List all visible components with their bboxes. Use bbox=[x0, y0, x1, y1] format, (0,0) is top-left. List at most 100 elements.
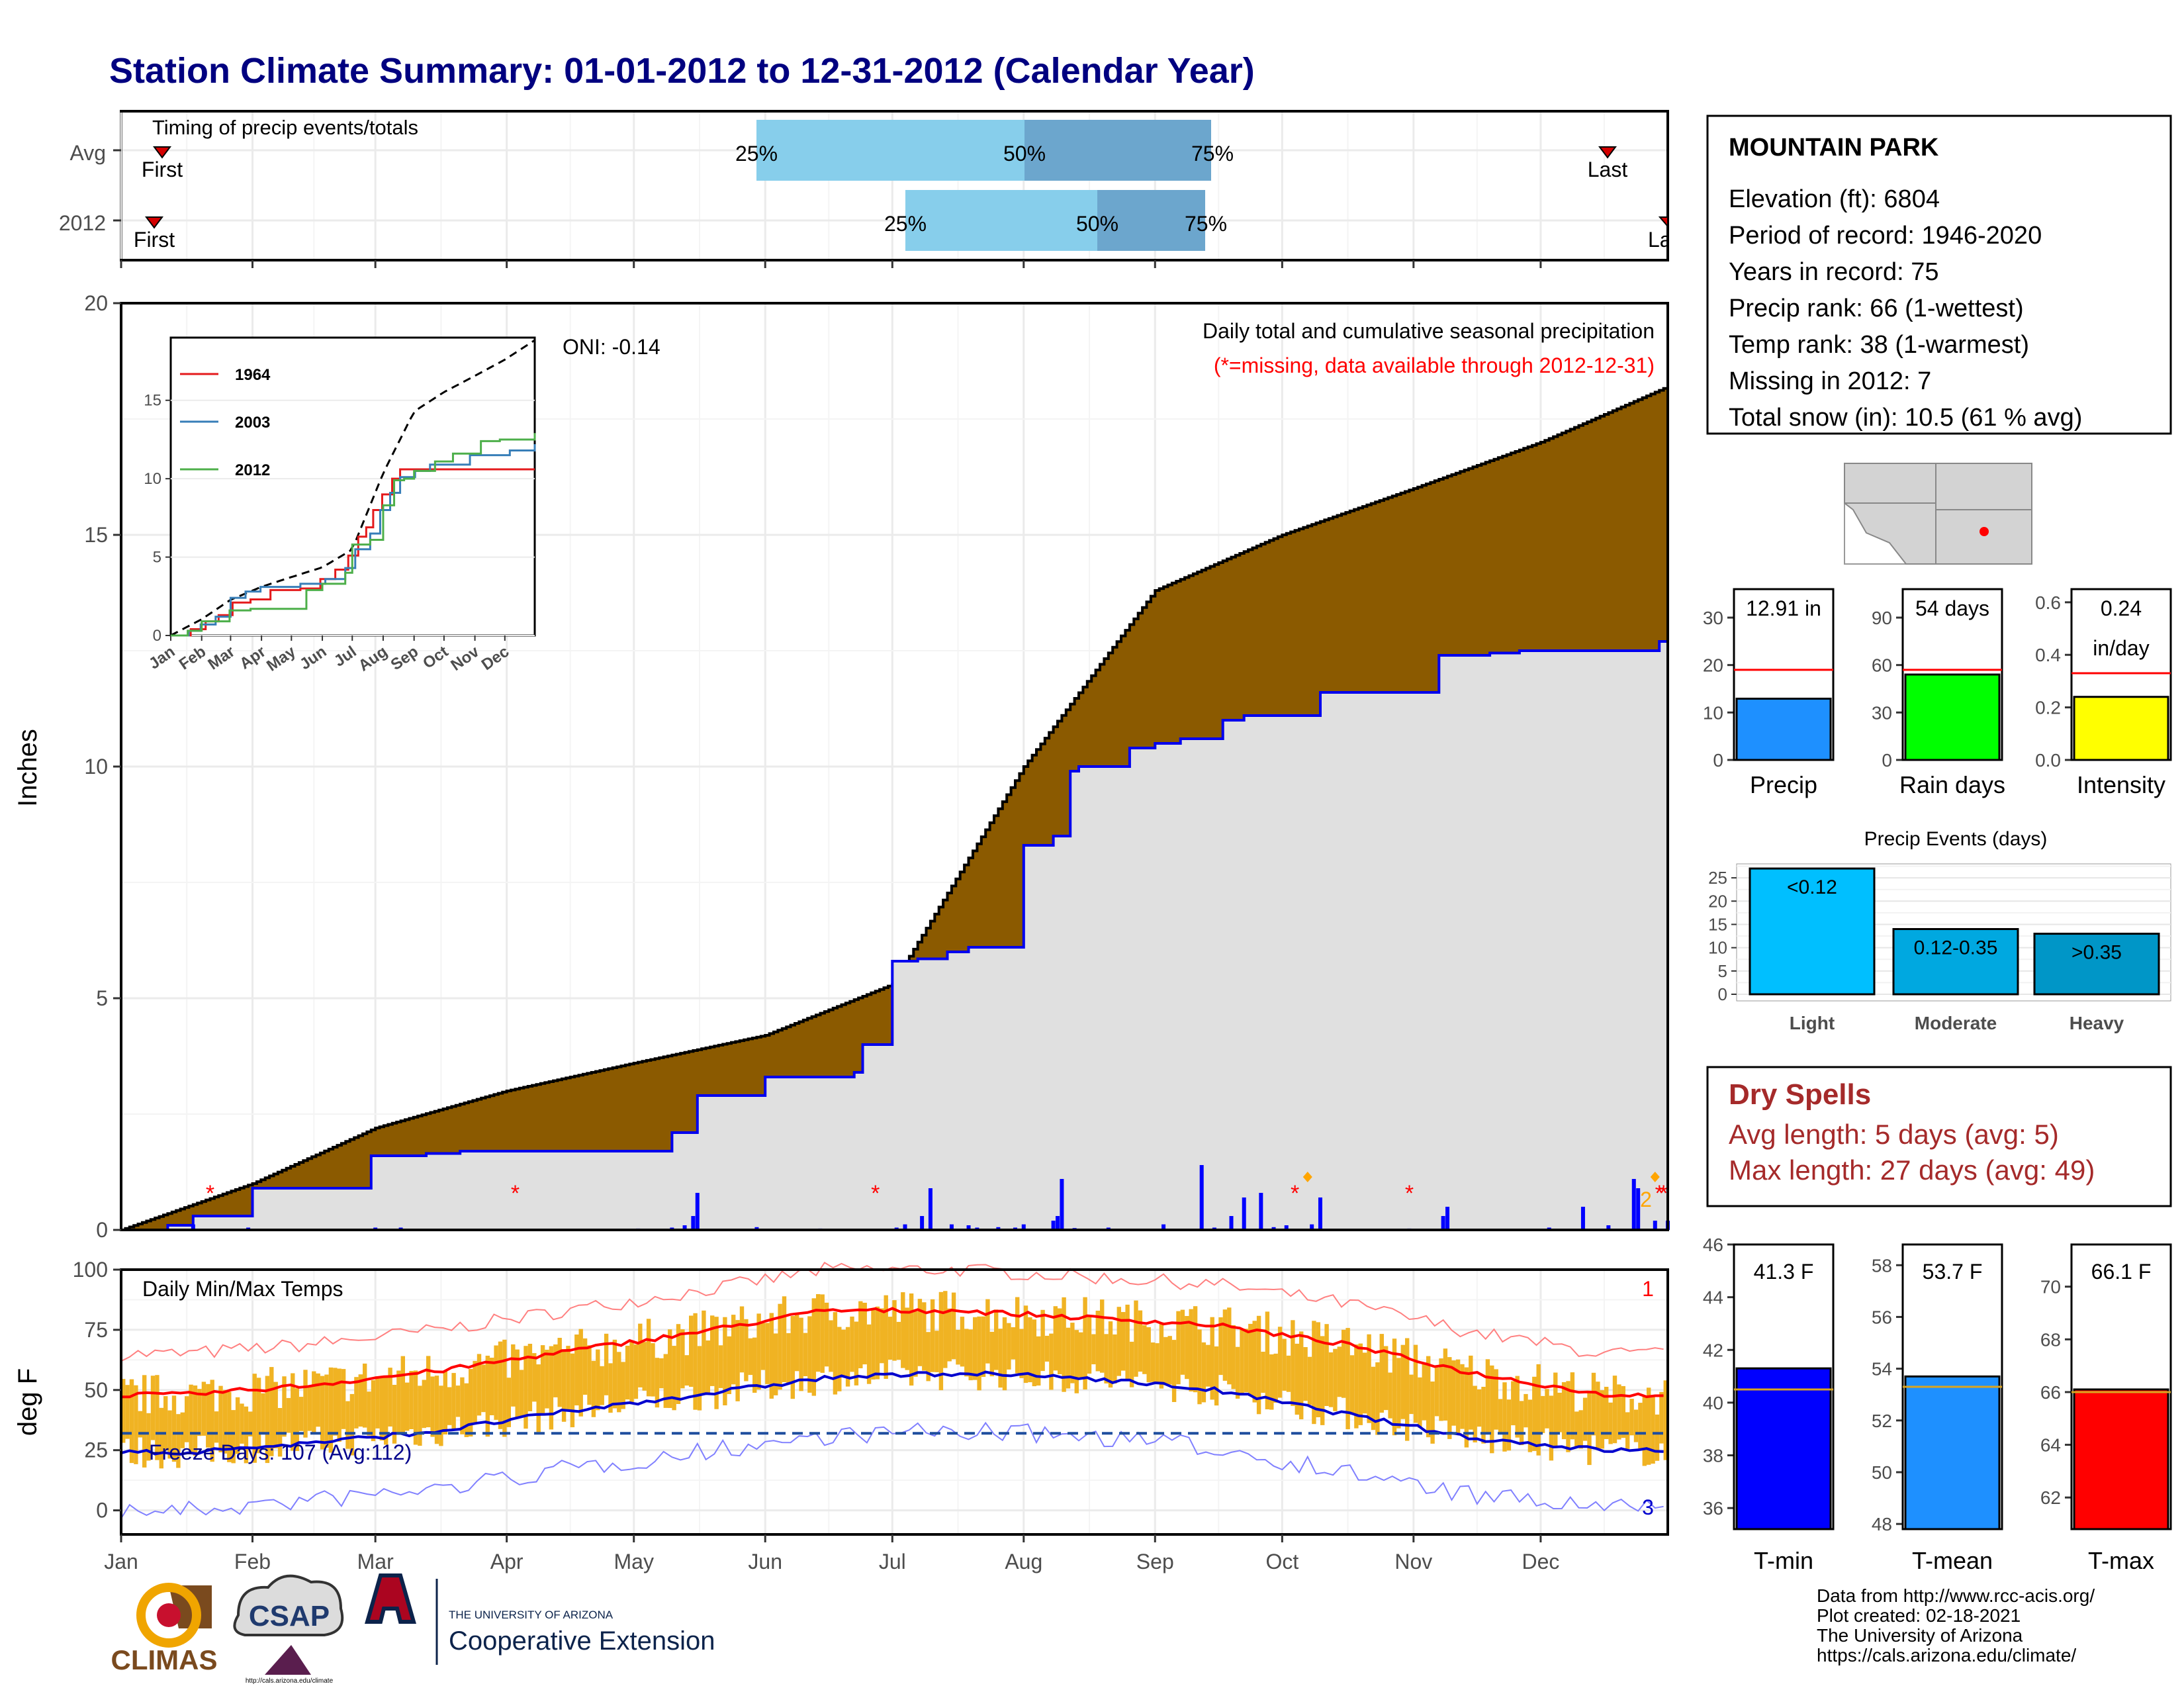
daily-temp-bar bbox=[295, 1388, 299, 1451]
daily-temp-bar bbox=[167, 1410, 172, 1459]
temp-y-tick: 0 bbox=[96, 1499, 108, 1523]
daily-temp-bar bbox=[1256, 1315, 1261, 1415]
dry-spells-title: Dry Spells bbox=[1729, 1078, 1871, 1111]
daily-temp-bar bbox=[1171, 1340, 1177, 1402]
daily-temp-bar bbox=[218, 1385, 223, 1452]
station-info-line: Elevation (ft): 6804 bbox=[1729, 185, 1940, 213]
mini-bar-y-tick: 60 bbox=[1872, 655, 1892, 676]
daily-temp-bar bbox=[1316, 1322, 1320, 1417]
daily-temp-bar bbox=[689, 1315, 694, 1387]
daily-temp-bar bbox=[913, 1311, 918, 1377]
daily-precip-bar bbox=[1051, 1221, 1056, 1230]
daily-temp-bar bbox=[1104, 1334, 1109, 1383]
daily-temp-bar bbox=[680, 1329, 685, 1389]
daily-temp-bar bbox=[1155, 1343, 1160, 1384]
month-tick-label: Sep bbox=[1136, 1550, 1174, 1573]
daily-temp-bar bbox=[735, 1320, 740, 1401]
daily-temp-bar bbox=[1273, 1353, 1278, 1403]
daily-temp-bar bbox=[582, 1338, 588, 1395]
daily-temp-bar bbox=[375, 1376, 380, 1429]
record-max-line bbox=[120, 1262, 1664, 1362]
daily-temp-bar bbox=[1545, 1389, 1549, 1429]
daily-temp-bar bbox=[1125, 1304, 1130, 1381]
daily-temp-bar bbox=[1638, 1403, 1643, 1450]
timing-avg-last-label: Last bbox=[1588, 158, 1628, 181]
mini-bar-y-tick: 0.0 bbox=[2035, 750, 2061, 771]
daily-temp-bar bbox=[1091, 1334, 1096, 1364]
timing-2012-bar-dark bbox=[1097, 190, 1205, 251]
temp-panel: 0 25 50 75 100 deg F Daily Min/Max Temps Fre… bbox=[13, 1258, 1669, 1536]
daily-precip-bar bbox=[1445, 1207, 1450, 1230]
daily-temp-bar bbox=[409, 1371, 414, 1429]
temp-y-tick: 75 bbox=[84, 1318, 108, 1342]
daily-temp-bar bbox=[905, 1307, 909, 1370]
daily-temp-bar bbox=[1240, 1330, 1244, 1394]
daily-temp-bar bbox=[291, 1373, 295, 1451]
timing-row-2012-label: 2012 bbox=[59, 211, 106, 235]
daily-temp-bar bbox=[312, 1371, 316, 1432]
mini-bar-y-tick: 0 bbox=[1713, 750, 1723, 771]
daily-temp-bar bbox=[1277, 1327, 1283, 1398]
daily-temp-bar bbox=[1303, 1347, 1308, 1401]
events-y-tick: 25 bbox=[1708, 868, 1727, 888]
daily-temp-bar bbox=[765, 1323, 770, 1384]
timing-2012-p50: 50% bbox=[1076, 212, 1118, 236]
temp-panel-label: Daily Min/Max Temps bbox=[142, 1277, 343, 1301]
event-bar-label: <0.12 bbox=[1787, 876, 1837, 898]
inset-legend-1964: 1964 bbox=[235, 366, 271, 384]
event-bar-label: 0.12-0.35 bbox=[1914, 937, 1998, 959]
temp-bar-y-tick: 42 bbox=[1703, 1340, 1723, 1360]
daily-temp-bar bbox=[1235, 1346, 1240, 1399]
daily-temp-bar bbox=[820, 1294, 825, 1373]
daily-temp-bar bbox=[1561, 1382, 1567, 1440]
daily-temp-bar bbox=[379, 1376, 384, 1441]
daily-temp-bar bbox=[460, 1377, 465, 1434]
missing-data-markers: * * * * * ** bbox=[206, 1172, 1668, 1206]
month-tick-label: Jun bbox=[748, 1550, 782, 1573]
daily-temp-bar bbox=[901, 1292, 905, 1368]
daily-precip-bar bbox=[1580, 1207, 1585, 1230]
daily-temp-bar bbox=[1214, 1346, 1219, 1406]
daily-temp-bar bbox=[710, 1315, 715, 1386]
daily-temp-bar bbox=[731, 1315, 736, 1385]
daily-temp-bar bbox=[1189, 1309, 1193, 1391]
daily-temp-bar bbox=[1540, 1395, 1545, 1433]
daily-temp-bar bbox=[1422, 1364, 1426, 1421]
mini-bar-charts: 0 10 20 30 12.91 in Precip 0 30 60 90 54 days Rain … bbox=[1703, 588, 2172, 798]
mini-bar-intensity bbox=[2073, 696, 2169, 761]
daily-temp-bar bbox=[1426, 1356, 1431, 1438]
daily-temp-bar bbox=[917, 1299, 923, 1366]
daily-temp-bar bbox=[663, 1354, 668, 1408]
temp-bar-y-tick: 70 bbox=[2040, 1277, 2061, 1297]
daily-temp-bar bbox=[951, 1292, 956, 1360]
daily-temp-bar bbox=[621, 1362, 625, 1409]
daily-temp-bar bbox=[1375, 1362, 1380, 1435]
daily-temp-bar bbox=[829, 1320, 833, 1372]
daily-precip-bar bbox=[754, 1227, 759, 1230]
daily-temp-bar bbox=[443, 1371, 447, 1434]
month-axis: Jan Feb Mar Apr May Jun Jul Aug Sep Oct Nov Dec bbox=[104, 1534, 1559, 1573]
temp-bar-y-tick: 48 bbox=[1872, 1514, 1892, 1534]
daily-temp-bar bbox=[790, 1316, 795, 1399]
daily-temp-bar bbox=[668, 1329, 672, 1408]
daily-temp-bar bbox=[1032, 1319, 1036, 1387]
daily-precip-bar bbox=[1229, 1216, 1234, 1230]
month-tick-label: Jul bbox=[879, 1550, 906, 1573]
daily-temp-bar bbox=[1396, 1358, 1401, 1429]
daily-temp-bar bbox=[231, 1410, 236, 1464]
daily-temp-bar bbox=[930, 1299, 935, 1372]
daily-temp-bar bbox=[850, 1316, 854, 1372]
daily-temp-bar bbox=[795, 1313, 799, 1372]
daily-precip-bars bbox=[191, 1165, 1670, 1230]
daily-temp-bar bbox=[418, 1385, 422, 1446]
daily-precip-bar bbox=[1060, 1179, 1064, 1230]
inset-legend-2012: 2012 bbox=[235, 461, 270, 479]
daily-precip-bar bbox=[1318, 1197, 1322, 1230]
daily-temp-bar bbox=[1600, 1390, 1604, 1449]
mini-bar-value: 12.91 in bbox=[1746, 596, 1821, 620]
daily-temp-bar bbox=[1291, 1320, 1295, 1406]
daily-temp-bar bbox=[1519, 1401, 1524, 1446]
mini-bar-value-unit: in/day bbox=[2093, 636, 2149, 660]
daily-temp-bar bbox=[1261, 1352, 1265, 1393]
daily-temp-bar bbox=[1655, 1414, 1660, 1461]
